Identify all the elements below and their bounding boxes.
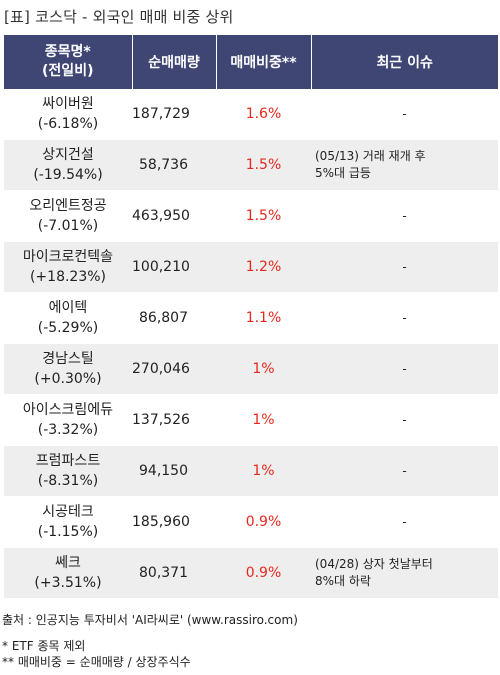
header-ratio: 매매비중**	[216, 35, 312, 89]
recent-issue-line: -	[402, 361, 407, 376]
recent-issue-line: -	[402, 463, 407, 478]
ranking-table-container: 종목명* (전일비) 순매매량 매매비중** 최근 이슈 싸이버원 (-6.18%…	[4, 35, 498, 599]
stock-change: (-3.32%)	[37, 422, 99, 438]
recent-issue: (04/28) 상자 첫날부터 8%대 하락	[311, 547, 498, 599]
stock-change: (-1.15%)	[37, 524, 99, 540]
trade-ratio: 1%	[216, 343, 311, 395]
stock-name-cell: 싸이버원 (-6.18%)	[4, 89, 132, 140]
stock-change: (-6.18%)	[37, 116, 99, 132]
table-header-row: 종목명* (전일비) 순매매량 매매비중** 최근 이슈	[4, 35, 498, 89]
header-issue: 최근 이슈	[311, 35, 498, 89]
trade-ratio: 1.1%	[216, 292, 311, 344]
page-title: [표] 코스닥 - 외국인 매매 비중 상위	[4, 8, 234, 26]
stock-name: 시공테크	[42, 504, 94, 520]
net-volume: 80,371	[132, 547, 216, 599]
table-row: 마이크로컨텍솔 (+18.23%) 100,210 1.2% -	[4, 241, 498, 293]
recent-issue: -	[311, 394, 498, 446]
net-volume: 94,150	[132, 445, 216, 497]
trade-ratio: 1.2%	[216, 241, 311, 293]
header-name-line2: (전일비)	[42, 63, 94, 79]
net-volume: 187,729	[132, 89, 216, 140]
recent-issue: (05/13) 거래 재개 후 5%대 급등	[311, 139, 498, 191]
stock-change: (+18.23%)	[29, 269, 107, 285]
table-row: 상지건설 (-19.54%) 58,736 1.5% (05/13) 거래 재개 후 5%…	[4, 139, 498, 191]
table-row: 경남스틸 (+0.30%) 270,046 1% -	[4, 343, 498, 395]
stock-name-cell: 프럼파스트 (-8.31%)	[4, 445, 132, 497]
net-volume: 58,736	[132, 139, 216, 191]
table-row: 시공테크 (-1.15%) 185,960 0.9% -	[4, 496, 498, 548]
recent-issue: -	[311, 343, 498, 395]
table-row: 프럼파스트 (-8.31%) 94,150 1% -	[4, 445, 498, 497]
recent-issue-line: 8%대 하락	[315, 574, 371, 588]
recent-issue-line: (05/13) 거래 재개 후	[315, 149, 426, 163]
table-row: 오리엔트정공 (-7.01%) 463,950 1.5% -	[4, 190, 498, 242]
recent-issue: -	[311, 190, 498, 242]
stock-name-cell: 오리엔트정공 (-7.01%)	[4, 190, 132, 242]
stock-name-cell: 에이텍 (-5.29%)	[4, 292, 132, 344]
table-row: 아이스크림에듀 (-3.32%) 137,526 1% -	[4, 394, 498, 446]
net-volume: 137,526	[132, 394, 216, 446]
header-volume: 순매매량	[132, 35, 217, 89]
footnote-etf: * ETF 종목 제외	[2, 639, 86, 653]
stock-name-cell: 쎄크 (+3.51%)	[4, 547, 132, 599]
recent-issue-line: -	[402, 259, 407, 274]
recent-issue: -	[311, 241, 498, 293]
stock-change: (+0.30%)	[34, 371, 102, 387]
stock-name: 오리엔트정공	[29, 198, 107, 214]
net-volume: 185,960	[132, 496, 216, 548]
recent-issue: -	[311, 292, 498, 344]
net-volume: 100,210	[132, 241, 216, 293]
recent-issue: -	[311, 496, 498, 548]
trade-ratio: 0.9%	[216, 496, 311, 548]
recent-issue-line: -	[402, 310, 407, 325]
table-row: 싸이버원 (-6.18%) 187,729 1.6% -	[4, 89, 498, 140]
stock-name: 프럼파스트	[35, 453, 101, 469]
trade-ratio: 1.5%	[216, 139, 311, 191]
stock-name: 경남스틸	[42, 351, 94, 367]
stock-change: (+3.51%)	[34, 575, 102, 591]
recent-issue-line: -	[402, 412, 407, 427]
stock-name-cell: 시공테크 (-1.15%)	[4, 496, 132, 548]
net-volume: 86,807	[132, 292, 216, 344]
stock-change: (-8.31%)	[37, 473, 99, 489]
source-note: 출처 : 인공지능 투자비서 'AI라씨로' (www.rassiro.com)	[2, 613, 298, 627]
stock-change: (-7.01%)	[37, 218, 99, 234]
trade-ratio: 1%	[216, 394, 311, 446]
stock-name-cell: 상지건설 (-19.54%)	[4, 139, 132, 191]
recent-issue-line: -	[402, 514, 407, 529]
recent-issue-line: (04/28) 상자 첫날부터	[315, 557, 433, 571]
table-row: 쎄크 (+3.51%) 80,371 0.9% (04/28) 상자 첫날부터 8%대 하…	[4, 547, 498, 599]
stock-name: 싸이버원	[42, 96, 94, 112]
stock-change: (-19.54%)	[33, 167, 103, 183]
stock-name: 쎄크	[55, 555, 81, 571]
stock-name: 아이스크림에듀	[22, 402, 114, 418]
table-body: 싸이버원 (-6.18%) 187,729 1.6% - 상지건설 (-19.54%) 58,…	[4, 89, 498, 599]
stock-name: 에이텍	[48, 300, 88, 316]
ranking-table: 종목명* (전일비) 순매매량 매매비중** 최근 이슈 싸이버원 (-6.18%…	[4, 35, 498, 599]
recent-issue-line: -	[402, 208, 407, 223]
footnote-ratio: ** 매매비중 = 순매매량 / 상장주식수	[2, 655, 191, 669]
header-name: 종목명* (전일비)	[4, 35, 133, 89]
stock-name: 상지건설	[42, 147, 94, 163]
trade-ratio: 1%	[216, 445, 311, 497]
recent-issue: -	[311, 445, 498, 497]
stock-name-cell: 아이스크림에듀 (-3.32%)	[4, 394, 132, 446]
recent-issue-line: -	[402, 106, 407, 121]
net-volume: 463,950	[132, 190, 216, 242]
net-volume: 270,046	[132, 343, 216, 395]
trade-ratio: 1.5%	[216, 190, 311, 242]
recent-issue-line: 5%대 급등	[315, 166, 371, 180]
header-name-line1: 종목명*	[44, 44, 91, 60]
table-row: 에이텍 (-5.29%) 86,807 1.1% -	[4, 292, 498, 344]
recent-issue: -	[311, 89, 498, 140]
stock-name-cell: 마이크로컨텍솔 (+18.23%)	[4, 241, 132, 293]
stock-name: 마이크로컨텍솔	[22, 249, 114, 265]
trade-ratio: 0.9%	[216, 547, 311, 599]
stock-name-cell: 경남스틸 (+0.30%)	[4, 343, 132, 395]
stock-change: (-5.29%)	[37, 320, 99, 336]
trade-ratio: 1.6%	[216, 89, 311, 140]
